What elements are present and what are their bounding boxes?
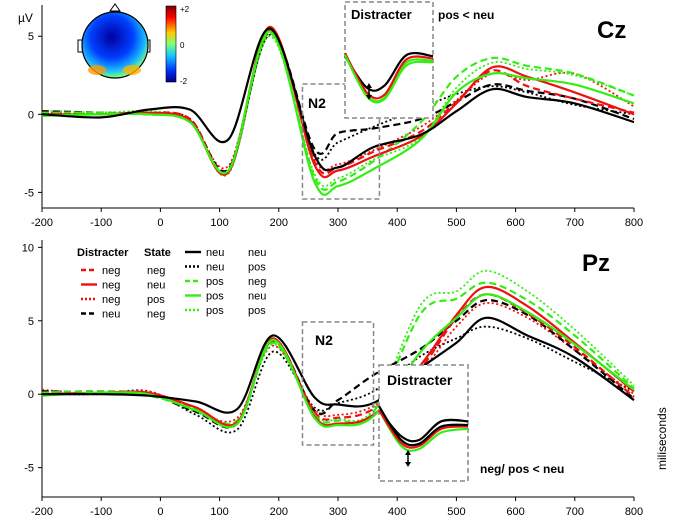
legend-state-neg-pos: pos (147, 294, 165, 306)
legend-distracter-neu-neg: neu (102, 309, 120, 321)
pz-x-tick-label: 500 (447, 506, 465, 518)
pz-inset-note: neg/ pos < neu (480, 462, 564, 476)
cz-y-tick-label: 0 (28, 109, 34, 121)
pz-y-ticks: -5 0 5 10 (22, 242, 42, 475)
cz-series-neu-neu (41, 27, 635, 172)
legend-distracter-neg-neg: neg (102, 265, 120, 277)
pz-x-tick-label: 100 (210, 506, 228, 518)
cz-panel: µV -5 0 5 -200 -100 0 100 200 300 400 500 600 700 80… (18, 1, 643, 229)
cz-electrode-label: Cz (597, 17, 626, 44)
pz-inset-title: Distracter (387, 372, 453, 388)
pz-x-tick-label: 700 (566, 506, 584, 518)
pz-x-ticks: -200 -100 0 100 200 300 400 500 600 700 800 (31, 497, 643, 518)
cz-waveforms (41, 25, 635, 196)
cz-inset-title: Distracter (351, 7, 412, 22)
pz-n2-label: N2 (315, 332, 333, 348)
pz-x-tick-label: 800 (625, 506, 643, 518)
legend-state-neu-neg: neg (147, 309, 165, 321)
cz-inset-series-pos-neg (344, 54, 434, 104)
legend-distracter-pos-neu: pos (206, 291, 224, 303)
pz-n2-window (301, 321, 375, 446)
colorbar-max-label: +2 (180, 5, 190, 14)
legend-header-distracter: Distracter (77, 247, 129, 259)
legend-state-neg-neg: neg (147, 265, 165, 277)
pz-x-tick-label: -100 (90, 506, 112, 518)
pz-electrode-label: Pz (582, 250, 610, 277)
pz-x-tick-label: -200 (31, 506, 53, 518)
cz-x-tick-label: 300 (329, 217, 347, 229)
cz-x-tick-label: -200 (31, 217, 53, 229)
cz-x-tick-label: 400 (388, 217, 406, 229)
cz-y-ticks: -5 0 5 (24, 31, 42, 199)
legend-distracter-neg-pos: neg (102, 294, 120, 306)
pz-waveforms (41, 269, 635, 434)
legend-distracter-neu-pos: neu (206, 262, 224, 274)
pz-inset-arrow (405, 450, 411, 467)
cz-x-tick-label: 100 (210, 217, 228, 229)
legend-state-pos-neg: neg (248, 276, 266, 288)
pz-inset-series-pos-neu (378, 409, 469, 452)
pz-y-tick-label: 5 (28, 316, 34, 328)
cz-y-tick-label: -5 (24, 187, 34, 199)
cz-x-tick-label: 200 (270, 217, 288, 229)
pz-x-tick-label: 300 (329, 506, 347, 518)
cz-series-pos-neg (41, 31, 635, 191)
legend-state-neg-neu: neu (147, 280, 165, 292)
colorbar: +2 0 -2 (165, 5, 190, 86)
pz-x-tick-label: 400 (388, 506, 406, 518)
legend-distracter-pos-pos: pos (206, 305, 224, 317)
x-axis-unit-label: miliseconds (655, 407, 669, 470)
legend-state-neu-neu: neu (248, 247, 266, 259)
cz-series-pos-neu (41, 30, 635, 196)
cz-x-tick-label: -100 (90, 217, 112, 229)
pz-x-tick-label: 200 (270, 506, 288, 518)
cz-inset-note: pos < neu (438, 8, 494, 22)
pz-y-tick-label: -5 (24, 463, 34, 475)
cz-series-neg-pos (41, 32, 635, 171)
pz-inset-waveforms (378, 405, 469, 452)
legend: Distracter State neg neg neg neu neg pos neu ne… (77, 247, 266, 321)
cz-inset-waveforms (344, 51, 434, 104)
pz-series-neu-neu (41, 316, 635, 414)
topographic-head-map (77, 3, 151, 79)
cz-x-tick-label: 600 (506, 217, 524, 229)
cz-inset-series-neu-neu (344, 51, 434, 92)
legend-distracter-neg-neu: neg (102, 280, 120, 292)
cz-inset-arrow (366, 83, 372, 100)
legend-state-neu-pos: pos (248, 262, 266, 274)
cz-series-neu-neg (41, 30, 635, 173)
pz-series-pos-neu (41, 293, 635, 429)
pz-y-tick-label: 10 (22, 242, 34, 254)
cz-n2-label: N2 (308, 95, 326, 111)
legend-state-pos-pos: pos (248, 305, 266, 317)
pz-inset-series-neg-neu (378, 409, 469, 449)
cz-x-tick-label: 700 (566, 217, 584, 229)
cz-x-tick-label: 800 (625, 217, 643, 229)
cz-series-neg-neu (41, 25, 635, 179)
legend-distracter-pos-neg: pos (206, 276, 224, 288)
cz-x-ticks: -200 -100 0 100 200 300 400 500 600 700 800 (31, 208, 643, 229)
cz-y-axis-label: µV (18, 11, 33, 25)
colorbar-min-label: -2 (180, 77, 188, 86)
pz-series-pos-neg (41, 281, 635, 426)
cz-y-tick-label: 5 (28, 31, 34, 43)
pz-inset-series-neu-neg (378, 405, 469, 447)
cz-series-neu-pos (41, 33, 635, 176)
pz-panel: -5 0 5 10 -200 -100 0 100 200 300 400 500 600 700 800… (22, 240, 669, 518)
cz-inset-series-neg-neu (344, 52, 434, 100)
legend-distracter-neu-neu: neu (206, 247, 224, 259)
cz-x-tick-label: 0 (157, 217, 163, 229)
colorbar-mid-label: 0 (180, 41, 185, 50)
pz-inset-box (378, 364, 469, 482)
pz-x-tick-label: 0 (157, 506, 163, 518)
pz-y-tick-label: 0 (28, 389, 34, 401)
cz-x-tick-label: 500 (447, 217, 465, 229)
pz-x-tick-label: 600 (506, 506, 524, 518)
legend-state-pos-neu: neu (248, 291, 266, 303)
legend-header-state: State (144, 247, 171, 259)
